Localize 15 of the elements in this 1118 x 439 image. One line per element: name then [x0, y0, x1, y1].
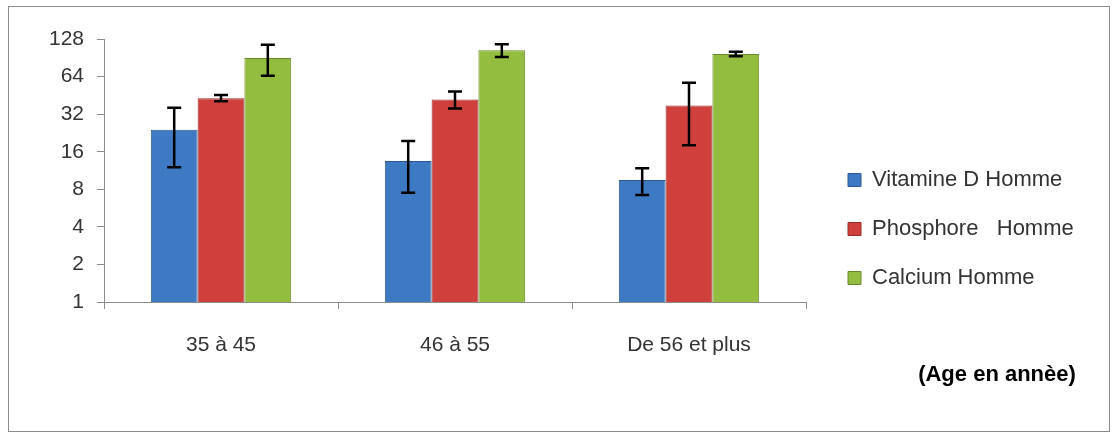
- x-tick-label: De 56 et plus: [627, 332, 751, 356]
- x-tick-label: 46 à 55: [419, 332, 491, 356]
- y-tick-label: 32: [60, 100, 84, 124]
- x-tick-label: 35 à 45: [185, 332, 257, 356]
- y-tick-label: 64: [60, 63, 85, 87]
- y-tick-label: 8: [72, 176, 84, 200]
- legend-label: Vitamine D Homme: [872, 166, 1063, 192]
- y-tick-label: 1: [72, 288, 84, 312]
- text: (Age en annèe): [918, 361, 1076, 387]
- y-tick-label: 128: [48, 25, 84, 49]
- legend-label: Calcium Homme: [872, 264, 1035, 290]
- legend-label: Phosphore Homme: [872, 215, 1074, 241]
- y-tick-label: 4: [72, 213, 85, 237]
- y-tick-label: 16: [60, 138, 84, 162]
- y-tick-label: 2: [72, 251, 84, 275]
